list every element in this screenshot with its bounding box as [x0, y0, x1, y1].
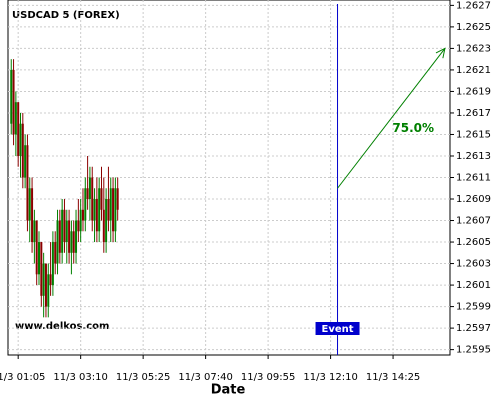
candle-body	[65, 220, 68, 243]
candle-body	[40, 242, 43, 296]
x-tick-label: 11/3 14:25	[366, 372, 420, 383]
candle-body	[88, 177, 91, 200]
watermark: www.delkos.com	[15, 321, 109, 332]
y-tick-label: 1.2603	[456, 259, 491, 270]
x-tick-label: 11/3 09:55	[241, 372, 295, 383]
candle-body	[33, 220, 36, 243]
candle-body	[93, 199, 96, 221]
candle-body	[95, 199, 98, 232]
y-tick-label: 1.2595	[456, 345, 491, 356]
candle-body	[102, 209, 105, 243]
y-tick-label: 1.2609	[456, 194, 491, 205]
arrow-label: 75.0%	[392, 121, 434, 135]
y-tick-label: 1.2613	[456, 151, 491, 162]
y-tick-label: 1.2625	[456, 22, 491, 33]
y-tick-label: 1.2623	[456, 43, 491, 54]
y-tick-label: 1.2597	[456, 323, 491, 334]
candle-body	[77, 220, 80, 232]
candle-body	[63, 209, 66, 243]
candle-body	[35, 220, 38, 275]
candle-body	[24, 145, 27, 178]
candle-body	[91, 177, 94, 221]
candle-body	[38, 242, 41, 275]
candle-body	[70, 231, 73, 253]
candle-body	[114, 188, 117, 232]
x-tick-label: 11/3 03:10	[53, 372, 107, 383]
candle-body	[21, 123, 24, 178]
y-tick-label: 1.2607	[456, 216, 491, 227]
chart-title: USDCAD 5 (FOREX)	[12, 10, 120, 21]
y-tick-label: 1.2621	[456, 65, 491, 76]
candle-body	[72, 231, 75, 253]
candle-body	[19, 123, 22, 156]
candle-body	[75, 220, 78, 253]
y-tick-label: 1.2611	[456, 173, 491, 184]
candle-body	[12, 69, 15, 135]
candle-body	[98, 188, 101, 232]
candle-body	[47, 274, 50, 307]
candle-body	[42, 263, 45, 296]
candle-body	[31, 188, 34, 243]
candle-body	[58, 220, 61, 253]
y-tick-label: 1.2619	[456, 86, 491, 97]
y-tick-label: 1.2599	[456, 302, 491, 313]
candle-body	[116, 188, 119, 210]
candle-body	[26, 145, 29, 221]
candle-body	[112, 188, 115, 232]
event-label: Event	[322, 324, 354, 335]
candle-body	[49, 274, 52, 286]
candle-body	[81, 209, 84, 221]
y-tick-label: 1.2627	[456, 0, 491, 11]
x-tick-label: 11/3 05:25	[116, 372, 170, 383]
y-tick-label: 1.2605	[456, 237, 491, 248]
candle-body	[84, 188, 87, 221]
y-tick-label: 1.2617	[456, 108, 491, 119]
candle-body	[68, 220, 71, 253]
candle-body	[14, 102, 17, 135]
candle-body	[17, 102, 20, 156]
candle-body	[28, 188, 31, 221]
arrow-head	[435, 47, 446, 59]
candle-body	[107, 199, 110, 221]
candle-body	[61, 209, 64, 253]
x-axis-label: Date	[211, 383, 246, 398]
candle-body	[100, 188, 103, 210]
candle-body	[51, 242, 54, 286]
event-box	[315, 322, 360, 335]
candle-body	[10, 69, 13, 124]
candle-body	[79, 209, 82, 232]
candle-body	[109, 188, 112, 221]
x-tick-label: 11/3 12:10	[303, 372, 357, 383]
candle-body	[54, 242, 57, 264]
x-tick-label: 11/3 07:40	[178, 372, 232, 383]
y-tick-label: 1.2601	[456, 280, 491, 291]
y-tick-label: 1.2615	[456, 129, 491, 140]
arrow-line	[337, 48, 446, 189]
candle-body	[56, 220, 59, 264]
candle-body	[105, 199, 108, 243]
candle-body	[86, 188, 89, 200]
x-tick-label: 11/3 01:05	[0, 372, 45, 383]
candle-body	[44, 263, 47, 307]
